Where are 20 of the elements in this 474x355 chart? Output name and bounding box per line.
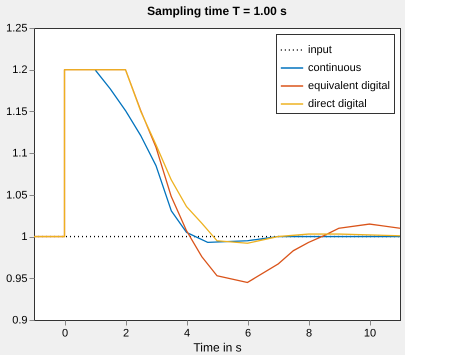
legend-label: direct digital [308,98,367,110]
y-tick-label: 1.25 [6,22,28,34]
x-tick-label: 6 [244,328,252,340]
legend-label: equivalent digital [308,80,390,92]
y-tick-label: 1.15 [6,106,28,118]
chart-title: Sampling time T = 1.00 s [147,4,288,18]
y-tick-label: 1.1 [12,148,28,160]
y-tick-label: 0.9 [12,314,28,326]
y-tick-label: 1.05 [6,189,28,202]
legend-label: continuous [308,62,362,74]
y-tick-label: 0.95 [6,272,28,285]
y-tick-label: 1 [21,231,28,244]
x-tick-label: 10 [364,328,376,340]
x-tick-label: 8 [306,328,312,340]
x-tick-label: 2 [122,328,130,340]
x-tick-label: 4 [184,328,190,340]
y-tick-label: 1.2 [12,64,28,76]
legend-label: input [308,44,332,56]
x-tick-label: 0 [62,328,68,340]
x-axis-title: Time in s [193,340,242,354]
